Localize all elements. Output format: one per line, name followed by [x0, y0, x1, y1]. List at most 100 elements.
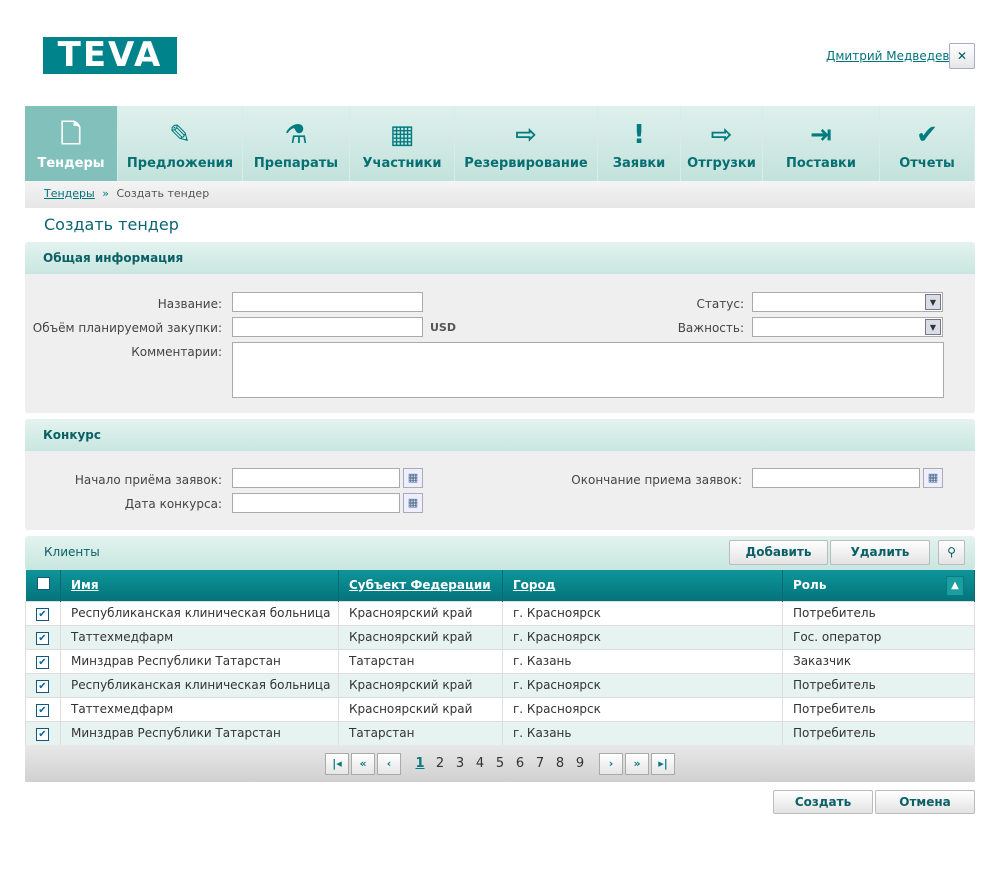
building-icon: ▦ — [389, 120, 415, 150]
tab-document-edit[interactable]: ✎ Предложения — [118, 106, 243, 181]
table-cell: Потребитель — [782, 696, 975, 722]
row-checkbox[interactable]: ✔ — [36, 631, 49, 645]
table-cell: г. Красноярск — [502, 600, 783, 626]
tab-speech-bubble[interactable]: ! Заявки — [598, 106, 681, 181]
table-row[interactable]: ✔ Минздрав Республики Татарстан Татарстан г… — [25, 720, 975, 746]
tab-import[interactable]: ⇥ Поставки — [763, 106, 880, 181]
next-page-icon[interactable]: › — [599, 752, 623, 775]
table-cell: Татарстан — [338, 648, 503, 674]
breadcrumb: Тендеры » Создать тендер — [25, 181, 975, 208]
table-row[interactable]: ✔ Республиканская клиническая больница Кра… — [25, 672, 975, 698]
name-input[interactable] — [232, 292, 423, 312]
row-checkbox[interactable]: ✔ — [36, 703, 49, 717]
breadcrumb-tenders[interactable]: Тендеры — [44, 187, 95, 200]
delete-button[interactable]: Удалить — [830, 540, 930, 565]
column-name[interactable]: Имя — [71, 578, 99, 593]
main-nav: 🗋 Тендеры ✎ Предложения ⚗ Препараты ▦ Участники… — [25, 106, 975, 181]
tab-report-check[interactable]: ✔ Отчеты — [880, 106, 975, 181]
row-checkbox[interactable]: ✔ — [36, 655, 49, 669]
tab-label: Заявки — [612, 156, 666, 171]
cancel-button[interactable]: Отмена — [875, 790, 975, 814]
column-region[interactable]: Субъект Федерации — [349, 578, 491, 593]
end-label: Окончание приема заявок: — [571, 473, 742, 487]
table-cell: Заказчик — [782, 648, 975, 674]
first-page-icon[interactable]: |◂ — [325, 752, 349, 775]
table-row[interactable]: ✔ Минздрав Республики Татарстан Татарстан г… — [25, 648, 975, 674]
close-icon[interactable]: ✕ — [949, 43, 975, 69]
chevron-down-icon[interactable]: ▼ — [925, 294, 941, 310]
row-checkbox[interactable]: ✔ — [36, 679, 49, 693]
page-1[interactable]: 1 — [415, 756, 425, 771]
table-cell: Республиканская клиническая больница — [60, 600, 339, 626]
importance-select[interactable]: ▼ — [752, 317, 943, 337]
page-5[interactable]: 5 — [495, 756, 505, 771]
create-button[interactable]: Создать — [773, 790, 873, 814]
tab-label: Отгрузки — [687, 156, 756, 171]
table-row[interactable]: ✔ Таттехмедфарм Красноярский край г. Красно… — [25, 696, 975, 722]
end-date-input[interactable] — [752, 468, 920, 488]
table-cell: Красноярский край — [338, 672, 503, 698]
table-cell: Красноярский край — [338, 696, 503, 722]
table-cell: Минздрав Республики Татарстан — [60, 720, 339, 746]
currency-label: USD — [430, 321, 456, 334]
table-cell: Потребитель — [782, 600, 975, 626]
comments-label: Комментарии: — [131, 345, 222, 359]
tab-flask[interactable]: ⚗ Препараты — [243, 106, 350, 181]
table-cell: Республиканская клиническая больница — [60, 672, 339, 698]
tab-export[interactable]: ⇨ Отгрузки — [681, 106, 763, 181]
table-row[interactable]: ✔ Республиканская клиническая больница Кра… — [25, 600, 975, 626]
comments-textarea[interactable] — [232, 342, 944, 398]
tab-reserve[interactable]: ⇨ Резервирование — [455, 106, 598, 181]
table-row[interactable]: ✔ Таттехмедфарм Красноярский край г. Красно… — [25, 624, 975, 650]
import-icon: ⇥ — [810, 120, 832, 150]
collapse-icon[interactable]: ▲ — [946, 576, 964, 596]
table-cell: г. Красноярск — [502, 696, 783, 722]
select-all-checkbox[interactable] — [36, 577, 50, 591]
page-9[interactable]: 9 — [575, 756, 585, 771]
start-date-input[interactable] — [232, 468, 400, 488]
prev-fast-icon[interactable]: « — [351, 752, 375, 775]
status-select[interactable]: ▼ — [752, 292, 943, 312]
breadcrumb-current: Создать тендер — [116, 187, 210, 200]
chevron-down-icon[interactable]: ▼ — [925, 319, 941, 335]
calendar-icon[interactable]: ▦ — [923, 468, 943, 488]
section-title: Клиенты — [44, 545, 100, 559]
contest-date-input[interactable] — [232, 493, 400, 513]
tab-label: Резервирование — [464, 156, 588, 171]
tab-label: Поставки — [786, 156, 856, 171]
name-label: Название: — [157, 297, 222, 311]
calendar-icon[interactable]: ▦ — [403, 468, 423, 488]
tab-building[interactable]: ▦ Участники — [350, 106, 455, 181]
volume-label: Объём планируемой закупки: — [32, 321, 222, 335]
flask-icon: ⚗ — [284, 120, 308, 150]
last-page-icon[interactable]: ▸| — [651, 752, 675, 775]
page-2[interactable]: 2 — [435, 756, 445, 771]
tab-label: Участники — [362, 156, 442, 171]
table-cell: Гос. оператор — [782, 624, 975, 650]
prev-page-icon[interactable]: ‹ — [377, 752, 401, 775]
start-label: Начало приёма заявок: — [74, 473, 222, 487]
breadcrumb-separator: » — [102, 187, 109, 200]
column-city[interactable]: Город — [513, 578, 556, 593]
table-cell: Красноярский край — [338, 624, 503, 650]
row-checkbox[interactable]: ✔ — [36, 607, 49, 621]
table-cell: г. Красноярск — [502, 672, 783, 698]
page-8[interactable]: 8 — [555, 756, 565, 771]
tab-document[interactable]: 🗋 Тендеры — [25, 106, 118, 181]
table-cell: Потребитель — [782, 672, 975, 698]
user-link[interactable]: Дмитрий Медведев — [826, 49, 950, 63]
table-cell: г. Казань — [502, 648, 783, 674]
page-3[interactable]: 3 — [455, 756, 465, 771]
add-button[interactable]: Добавить — [729, 540, 828, 565]
tab-label: Тендеры — [37, 156, 105, 171]
search-icon[interactable]: ⚲ — [938, 540, 965, 565]
table-cell: Таттехмедфарм — [60, 624, 339, 650]
calendar-icon[interactable]: ▦ — [403, 493, 423, 513]
next-fast-icon[interactable]: » — [625, 752, 649, 775]
column-role: Роль — [793, 578, 827, 593]
page-4[interactable]: 4 — [475, 756, 485, 771]
row-checkbox[interactable]: ✔ — [36, 727, 49, 741]
page-7[interactable]: 7 — [535, 756, 545, 771]
page-6[interactable]: 6 — [515, 756, 525, 771]
volume-input[interactable] — [232, 317, 423, 337]
